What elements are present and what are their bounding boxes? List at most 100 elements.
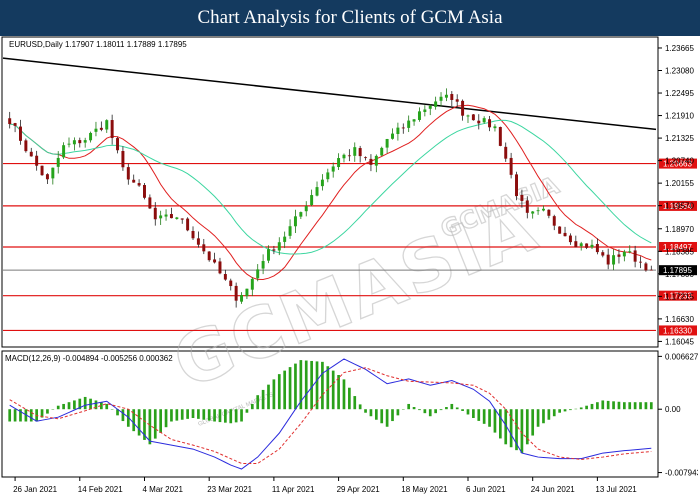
candle	[423, 105, 427, 117]
candle-body	[644, 263, 648, 271]
candle-body	[159, 215, 163, 219]
candle	[461, 99, 465, 121]
candle	[56, 151, 60, 174]
candle-body	[213, 259, 217, 263]
candle	[293, 209, 297, 234]
candle-body	[256, 269, 260, 279]
macd-line	[9, 358, 652, 470]
candle	[143, 182, 146, 200]
candle-body	[439, 96, 443, 101]
candle-body	[51, 167, 55, 179]
candle	[62, 142, 66, 160]
candle	[455, 94, 459, 108]
candle-body	[250, 278, 254, 290]
candle	[434, 96, 438, 110]
candle-body	[471, 114, 475, 121]
candle	[477, 114, 481, 130]
candle	[358, 145, 362, 163]
candle	[121, 146, 125, 171]
candle	[218, 257, 222, 275]
candle-body	[240, 295, 244, 302]
candle-body	[94, 128, 98, 132]
macd-panel	[1, 350, 659, 478]
candle	[353, 142, 357, 162]
candle	[407, 115, 411, 133]
candle-body	[461, 100, 465, 116]
candle	[585, 243, 589, 250]
candle-body	[223, 274, 227, 280]
candle	[299, 211, 303, 220]
time-tick-label: 11 Apr 2021	[272, 485, 315, 494]
candle-body	[364, 157, 368, 159]
candle-body	[417, 111, 421, 120]
candle	[428, 104, 432, 116]
candle-body	[628, 251, 632, 253]
time-tick-label: 4 Mar 2021	[142, 485, 183, 494]
candle	[504, 142, 508, 162]
candle-body	[482, 118, 486, 123]
candle-body	[525, 200, 529, 213]
price-tick-label: 1.23665	[665, 44, 694, 53]
time-tick-label: 6 Jun 2021	[466, 485, 506, 494]
price-tick-label: 1.16630	[665, 315, 694, 324]
candle	[283, 231, 287, 249]
candle-body	[585, 243, 589, 248]
candle	[18, 119, 22, 145]
time-tick-label: 24 Jun 2021	[531, 485, 576, 494]
candle-body	[391, 133, 394, 139]
current-price-label: 1.17895	[663, 266, 692, 275]
candle-body	[137, 183, 141, 186]
candle-body	[407, 120, 411, 128]
candle	[191, 226, 195, 240]
candle	[606, 248, 610, 270]
candle	[633, 245, 637, 268]
price-tick-label: 1.18385	[665, 247, 694, 256]
candle	[536, 207, 540, 215]
candle	[110, 114, 114, 145]
candle	[207, 251, 211, 262]
candle-body	[455, 99, 459, 102]
candle	[493, 124, 497, 132]
candle-body	[299, 212, 303, 217]
candle	[450, 91, 454, 106]
candle-body	[649, 269, 653, 271]
level-tag-1	[659, 200, 697, 211]
candle	[83, 137, 87, 148]
candle	[320, 174, 324, 191]
candle-body	[288, 226, 292, 236]
candle-body	[35, 155, 39, 166]
level-tag-4	[659, 325, 697, 336]
candle	[639, 256, 643, 269]
candle	[374, 154, 378, 173]
candle	[105, 119, 109, 133]
candle	[277, 237, 281, 256]
candle	[380, 146, 384, 157]
macd-axis: 0.006627 0.00 -0.007943	[658, 352, 698, 478]
trendline-layer	[2, 57, 657, 131]
candle	[137, 179, 141, 187]
candle	[515, 171, 518, 201]
macd-tick-label: 0.006627	[665, 352, 698, 361]
level-label-1: 1.19564	[663, 202, 692, 211]
candle	[326, 168, 330, 183]
candle	[612, 249, 616, 271]
candle-body	[277, 242, 281, 251]
candle-body	[293, 216, 297, 227]
candle	[51, 167, 55, 185]
candle	[229, 278, 233, 291]
candle-body	[304, 206, 308, 212]
candle	[245, 288, 249, 300]
candle-body	[315, 187, 319, 196]
price-tick-label: 1.17215	[665, 292, 694, 301]
candle	[13, 122, 17, 133]
time-tick-label: 29 Apr 2021	[337, 485, 381, 494]
candle-body	[261, 261, 265, 269]
candle-body	[62, 145, 66, 158]
candle-body	[515, 174, 518, 197]
candle	[78, 137, 82, 148]
candle-body	[56, 157, 60, 167]
candle-body	[72, 140, 76, 145]
price-tick-label: 1.18970	[665, 225, 694, 234]
candle	[72, 137, 76, 151]
candle-body	[498, 127, 502, 146]
